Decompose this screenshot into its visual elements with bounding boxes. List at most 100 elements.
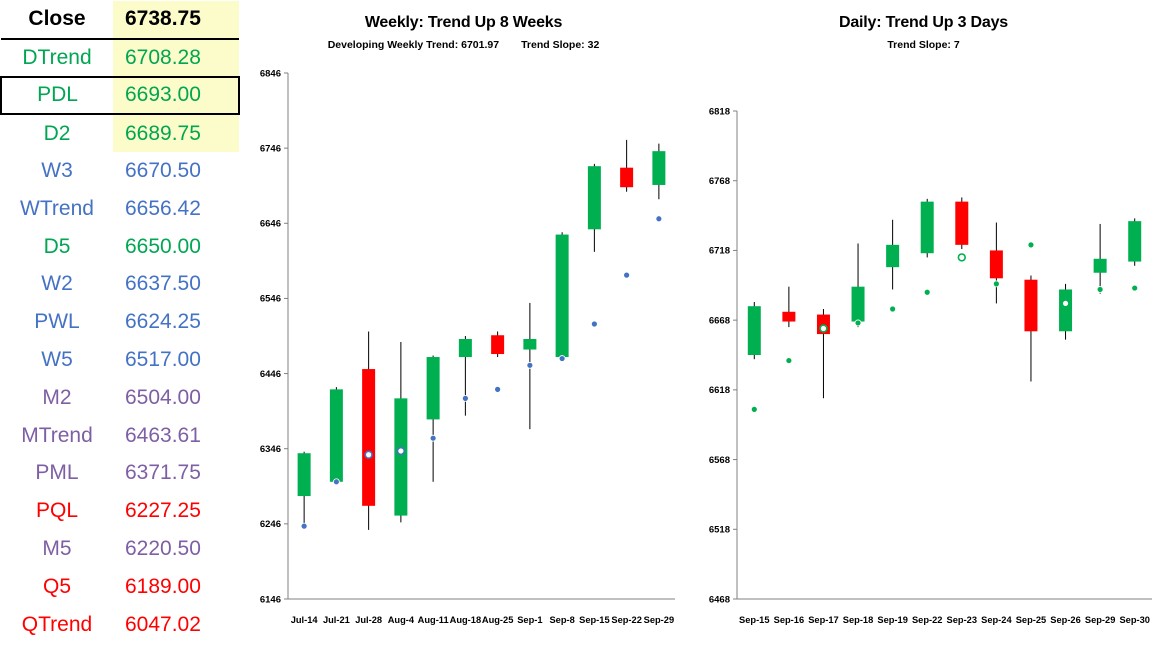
level-value: 6220.50: [125, 537, 201, 561]
x-axis-label: Jul-14: [291, 615, 319, 625]
level-value: 6624.25: [125, 310, 201, 334]
table-row: PQL 6227.25: [1, 492, 239, 530]
table-row: QTrend 6047.02: [1, 606, 239, 644]
candlestick: [329, 387, 343, 485]
trend-dot: [332, 478, 340, 486]
candle-body: [920, 201, 934, 254]
weekly-chart: Weekly: Trend Up 8 Weeks Developing Week…: [240, 0, 687, 647]
trend-dot: [1096, 286, 1104, 293]
y-axis-tick-label: 6246: [260, 519, 281, 530]
trend-dot: [923, 288, 931, 296]
table-row: WTrend 6656.42: [1, 190, 239, 228]
y-axis-tick-label: 6468: [709, 594, 730, 605]
levels-table: Close 6738.75 DTrend 6708.28 PDL 6693.00 D2 668…: [0, 1, 240, 644]
candle-body: [886, 244, 900, 268]
level-value: 6047.02: [125, 612, 201, 636]
y-axis-tick-label: 6746: [260, 143, 281, 154]
table-row: W2 6637.50: [1, 266, 239, 304]
trend-dot: [590, 320, 598, 328]
table-row: D5 6650.00: [1, 228, 239, 266]
level-value: 6227.25: [125, 499, 201, 523]
candle-body: [491, 335, 505, 355]
level-label: Close: [1, 1, 113, 40]
weekly-chart-subtitle: Developing Weekly Trend: 6701.97 Trend Sl…: [328, 39, 600, 51]
candle-body: [955, 201, 969, 245]
level-label: W5: [41, 348, 73, 372]
candle-body: [523, 339, 537, 350]
table-row: M5 6220.50: [1, 530, 239, 568]
trend-dot: [526, 361, 534, 369]
level-label: D5: [43, 234, 71, 258]
weekly-trend-text: Developing Weekly Trend: 6701.97: [327, 39, 500, 51]
level-label: M5: [42, 537, 72, 561]
trend-dot: [1027, 241, 1035, 249]
trend-dot: [558, 355, 566, 362]
level-value: 6693.00: [113, 75, 240, 116]
candle-body: [587, 166, 601, 230]
level-label: DTrend: [22, 45, 92, 69]
level-value: 6656.42: [125, 196, 201, 220]
candlestick: [652, 143, 666, 200]
trend-dot: [750, 405, 758, 413]
candle-body: [782, 311, 796, 322]
y-axis-tick-label: 6146: [260, 594, 281, 605]
y-axis: 6146 6246 6346 6446 6546 6646 6746 6846: [260, 68, 289, 605]
x-axis-label: Sep-8: [549, 615, 574, 625]
level-value: 6670.50: [125, 159, 201, 183]
x-axis-label: Sep-18: [843, 615, 874, 625]
candlestick: [1024, 275, 1038, 382]
x-axis-label: Sep-17: [808, 615, 839, 625]
trend-dot-ring: [819, 324, 828, 333]
x-axis-label: Sep-29: [1085, 615, 1116, 625]
trend-dot-ring: [364, 450, 373, 459]
weekly-chart-canvas: 6146 6246 6346 6446 6546 6646 6746 6846 Jul-14 Ju…: [260, 68, 675, 625]
trend-dot: [1131, 284, 1139, 292]
level-value: 6708.28: [113, 38, 239, 77]
level-label: W2: [41, 272, 73, 296]
daily-chart: Daily: Trend Up 3 Days Trend Slope: 7 64…: [687, 0, 1160, 647]
candle-body: [426, 357, 440, 420]
table-row: PDL 6693.00: [0, 75, 240, 116]
level-value: 6689.75: [113, 114, 239, 153]
candle-body: [747, 306, 761, 355]
trend-dot: [854, 319, 862, 327]
x-axis-label: Sep-26: [1050, 615, 1081, 625]
x-axis-label: Sep-15: [739, 615, 770, 625]
trend-dot: [429, 434, 437, 442]
trend-dot: [461, 394, 469, 402]
level-label: PDL: [0, 75, 113, 116]
level-label: PQL: [35, 499, 79, 523]
candlestick: [1059, 283, 1073, 340]
x-axis-label: Jul-21: [323, 615, 350, 625]
trend-dot: [623, 271, 631, 279]
table-row: D2 6689.75: [1, 114, 239, 153]
daily-slope-text: Trend Slope: 7: [887, 39, 960, 51]
x-axis-label: Sep-25: [1016, 615, 1047, 625]
candlestick: [1128, 218, 1142, 266]
level-label: WTrend: [20, 196, 94, 220]
x-axis-label: Sep-16: [774, 615, 805, 625]
y-axis-tick-label: 6846: [260, 68, 281, 79]
y-axis-tick-label: 6518: [709, 525, 730, 536]
y-axis-tick-label: 6668: [709, 315, 730, 326]
daily-chart-title: Daily: Trend Up 3 Days: [839, 14, 1008, 31]
x-axis-label: Sep-30: [1119, 615, 1150, 625]
candlestick: [747, 302, 761, 360]
trend-dot-ring: [1061, 299, 1070, 308]
x-axis-label: Aug-4: [388, 615, 415, 625]
level-label: PML: [35, 461, 79, 485]
candlestick: [362, 331, 376, 530]
table-row: DTrend 6708.28: [1, 38, 239, 77]
level-label: PWL: [34, 310, 80, 334]
y-axis-tick-label: 6646: [260, 219, 281, 230]
candle-body: [458, 339, 472, 358]
weekly-chart-title: Weekly: Trend Up 8 Weeks: [364, 14, 563, 31]
candle-body: [297, 453, 311, 497]
candlestick: [816, 308, 830, 399]
y-axis-tick-label: 6346: [260, 444, 281, 455]
y-axis-tick-label: 6768: [709, 176, 730, 187]
level-value: 6738.75: [113, 1, 239, 40]
trend-dot-ring: [957, 253, 966, 262]
x-axis-label: Jul-28: [355, 615, 382, 625]
